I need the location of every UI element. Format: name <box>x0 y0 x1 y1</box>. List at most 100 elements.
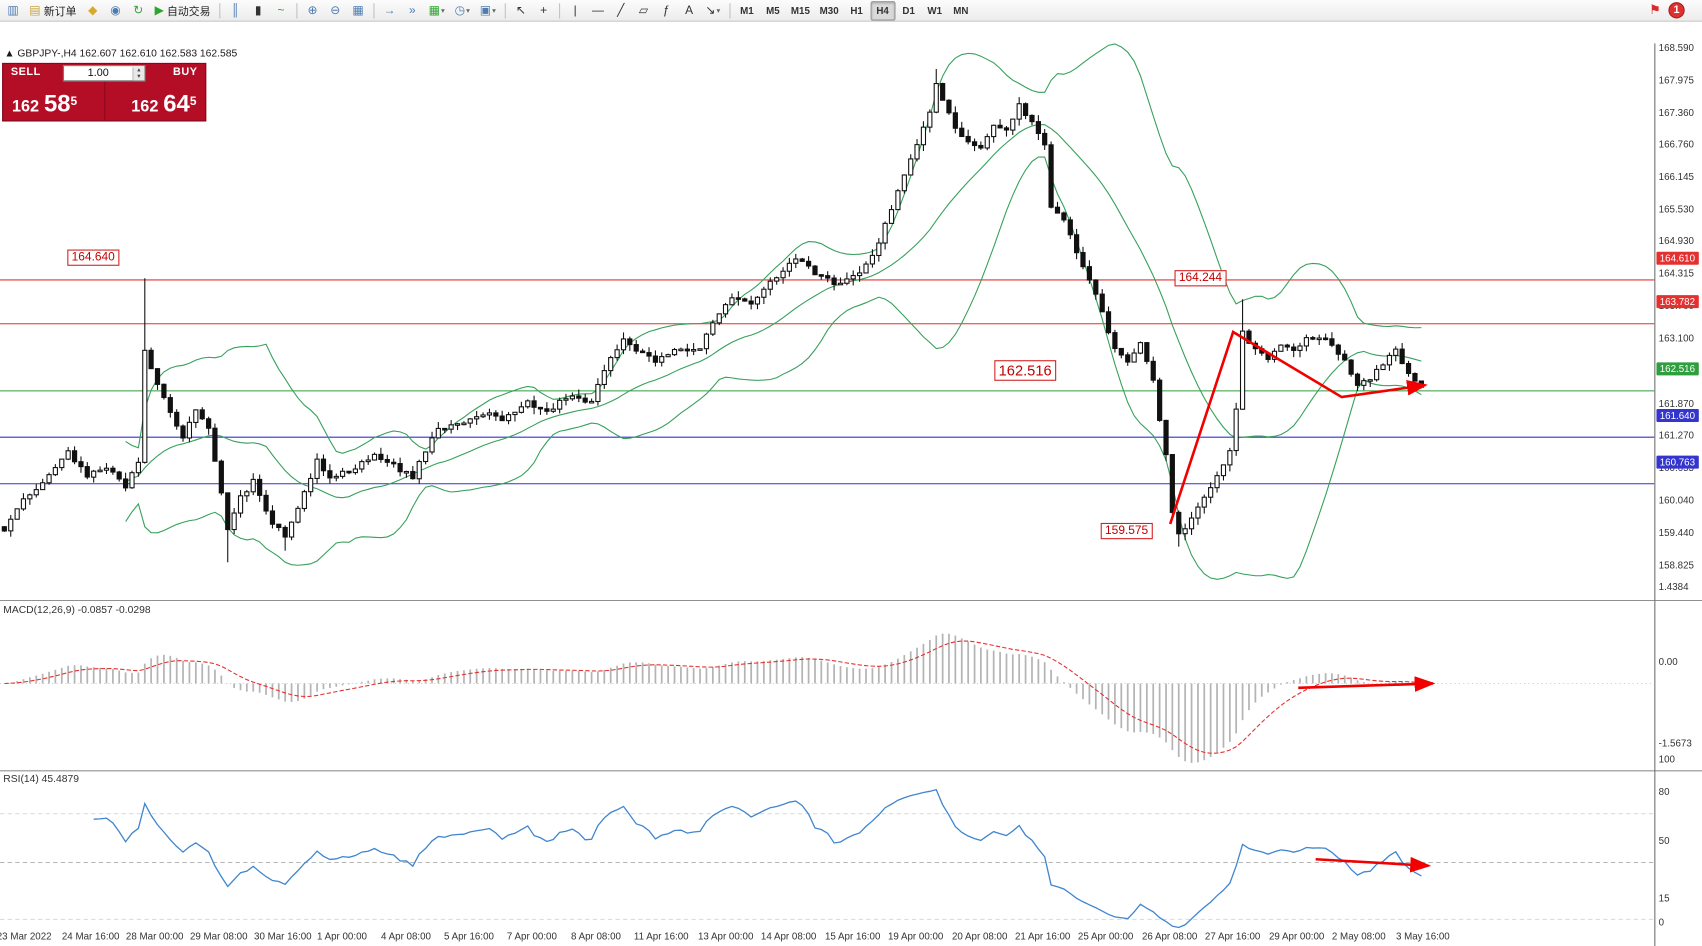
price-tick: 159.440 <box>1658 526 1694 538</box>
time-tick-label: 2 May 08:00 <box>1331 930 1386 942</box>
time-tick-label: 13 Apr 00:00 <box>697 930 754 942</box>
time-tick-label: 30 Mar 16:00 <box>254 930 312 942</box>
price-tick: 165.530 <box>1658 203 1694 215</box>
chart-shift-icon[interactable]: → <box>379 1 401 21</box>
time-tick-label: 26 Apr 08:00 <box>1141 930 1198 942</box>
templates-icon[interactable]: ▣ ▾ <box>475 1 500 21</box>
market-depth-icon[interactable]: ◉ <box>105 1 127 21</box>
sell-button[interactable]: SELL <box>10 66 41 79</box>
sell-price-pip: 5 <box>70 95 78 109</box>
time-tick-label: 5 Apr 16:00 <box>443 930 494 942</box>
arrows-icon[interactable]: ↘ ▾ <box>701 1 725 21</box>
dropdown-caret-icon: ▾ <box>441 7 445 15</box>
trendline-icon[interactable]: ╱ <box>610 1 632 21</box>
notification-badge[interactable]: 1 <box>1668 2 1685 19</box>
price-annotation[interactable]: 164.244 <box>1174 270 1227 287</box>
price-tag: 161.640 <box>1656 409 1699 423</box>
volume-up-icon[interactable]: ▴ <box>133 66 145 74</box>
price-tick: 163.100 <box>1658 332 1694 344</box>
macd-label: MACD(12,26,9) -0.0857 -0.0298 <box>3 604 151 617</box>
time-tick-label: 8 Apr 08:00 <box>570 930 621 942</box>
refresh-icon: ↻ <box>133 4 144 18</box>
toolbar-separator <box>373 2 375 18</box>
macd-tick: 1.4384 <box>1658 581 1689 593</box>
toolbar-separator <box>558 2 560 18</box>
price-tick: 161.270 <box>1658 429 1694 441</box>
timeframe-w1[interactable]: W1 <box>927 4 943 16</box>
price-tag: 164.610 <box>1656 251 1699 265</box>
timeframe-d1[interactable]: D1 <box>902 4 915 16</box>
time-tick-label: 21 Apr 16:00 <box>1014 930 1071 942</box>
timeframe-m1[interactable]: M1 <box>740 4 754 16</box>
price-tag: 162.516 <box>1656 362 1699 376</box>
profiles-icon[interactable]: ◷ ▾ <box>450 1 474 21</box>
dropdown-caret-icon: ▾ <box>492 7 496 15</box>
volume-spinner[interactable]: ▴ ▾ <box>132 66 145 80</box>
new-order-button[interactable]: ▤ 新订单 <box>25 1 81 21</box>
cursor-icon: ↖ <box>515 4 526 18</box>
timeframe-m30[interactable]: M30 <box>819 4 839 16</box>
timeframe-mn[interactable]: MN <box>953 4 969 16</box>
autotrading-button-label: 自动交易 <box>167 6 211 19</box>
rsi-tick: 100 <box>1658 754 1675 765</box>
price-tag: 160.763 <box>1656 455 1699 469</box>
time-tick-label: 15 Apr 16:00 <box>824 930 881 942</box>
timeframe-m15[interactable]: M15 <box>790 4 810 16</box>
line-chart-icon[interactable]: ~ <box>270 1 292 21</box>
new-chart-icon[interactable]: ▦ ▾ <box>424 1 449 21</box>
volume-input[interactable] <box>64 67 133 80</box>
time-tick-label: 20 Apr 08:00 <box>951 930 1008 942</box>
bars-chart-icon[interactable]: ║ <box>225 1 247 21</box>
indicators-icon[interactable]: ◆ <box>82 1 104 21</box>
timeframe-h4[interactable]: H4 <box>870 0 896 21</box>
price-annotation[interactable]: 164.640 <box>67 249 120 266</box>
channel-icon: ▱ <box>638 4 649 18</box>
buy-price[interactable]: 162 645 <box>131 90 196 118</box>
timeframe-m5[interactable]: M5 <box>766 4 780 16</box>
fibonacci-icon[interactable]: ƒ <box>655 1 677 21</box>
zoom-out-icon: ⊖ <box>330 4 341 18</box>
vertical-line-icon[interactable]: | <box>564 1 586 21</box>
candles-chart-icon[interactable]: ▮ <box>247 1 269 21</box>
sell-price[interactable]: 162 585 <box>12 90 77 118</box>
zoom-out-icon[interactable]: ⊖ <box>324 1 346 21</box>
vertical-line-icon: | <box>573 3 577 17</box>
profiles-icon: ◷ <box>454 4 466 18</box>
zoom-in-icon: ⊕ <box>307 4 318 18</box>
auto-scroll-icon[interactable]: » <box>401 1 423 21</box>
new-order-button-label: 新订单 <box>43 6 77 19</box>
bars-chart-icon: ║ <box>231 3 240 17</box>
chart-window-icon: ▥ <box>7 4 19 18</box>
price-annotation[interactable]: 159.575 <box>1100 522 1153 540</box>
toolbar-separator <box>728 2 731 18</box>
horizontal-line-icon[interactable]: — <box>587 1 609 21</box>
time-tick-label: 29 Apr 00:00 <box>1268 930 1325 942</box>
templates-icon: ▣ <box>479 4 492 18</box>
volume-down-icon[interactable]: ▾ <box>133 73 145 80</box>
cursor-icon[interactable]: ↖ <box>510 1 532 21</box>
market-depth-icon: ◉ <box>110 4 121 18</box>
chart-window-icon[interactable]: ▥ <box>2 1 24 21</box>
buy-price-main: 64 <box>163 90 190 118</box>
volume-box[interactable]: ▴ ▾ <box>62 65 146 82</box>
crosshair-icon[interactable]: + <box>533 1 555 21</box>
crosshair-icon: + <box>540 3 548 17</box>
alert-flag-icon[interactable]: ⚑ <box>1649 2 1661 18</box>
zoom-in-icon[interactable]: ⊕ <box>302 1 324 21</box>
price-annotation[interactable]: 162.516 <box>994 360 1056 381</box>
price-axis[interactable]: 168.590 167.975 167.360 166.760 166.145 165.5… <box>1656 0 1702 946</box>
buy-price-prefix: 162 <box>131 97 159 117</box>
buy-button[interactable]: BUY <box>173 66 198 79</box>
autotrading-button[interactable]: ▶ 自动交易 <box>150 1 215 21</box>
trade-widget-divider <box>104 64 106 121</box>
auto-scroll-icon: » <box>409 3 416 17</box>
text-icon[interactable]: A <box>678 1 700 21</box>
timeframe-h1[interactable]: H1 <box>850 4 863 16</box>
refresh-icon[interactable]: ↻ <box>127 1 149 21</box>
tile-windows-icon[interactable]: ▦ <box>347 1 369 21</box>
chart-canvas[interactable] <box>0 22 1702 946</box>
channel-icon[interactable]: ▱ <box>633 1 655 21</box>
indicators-icon: ◆ <box>88 4 98 18</box>
time-axis[interactable]: 23 Mar 2022 24 Mar 16:00 28 Mar 00:00 29 Ma… <box>0 930 1654 946</box>
chart-window: ▲ GBPJPY-,H4 162.607 162.610 162.583 162… <box>0 21 1702 946</box>
